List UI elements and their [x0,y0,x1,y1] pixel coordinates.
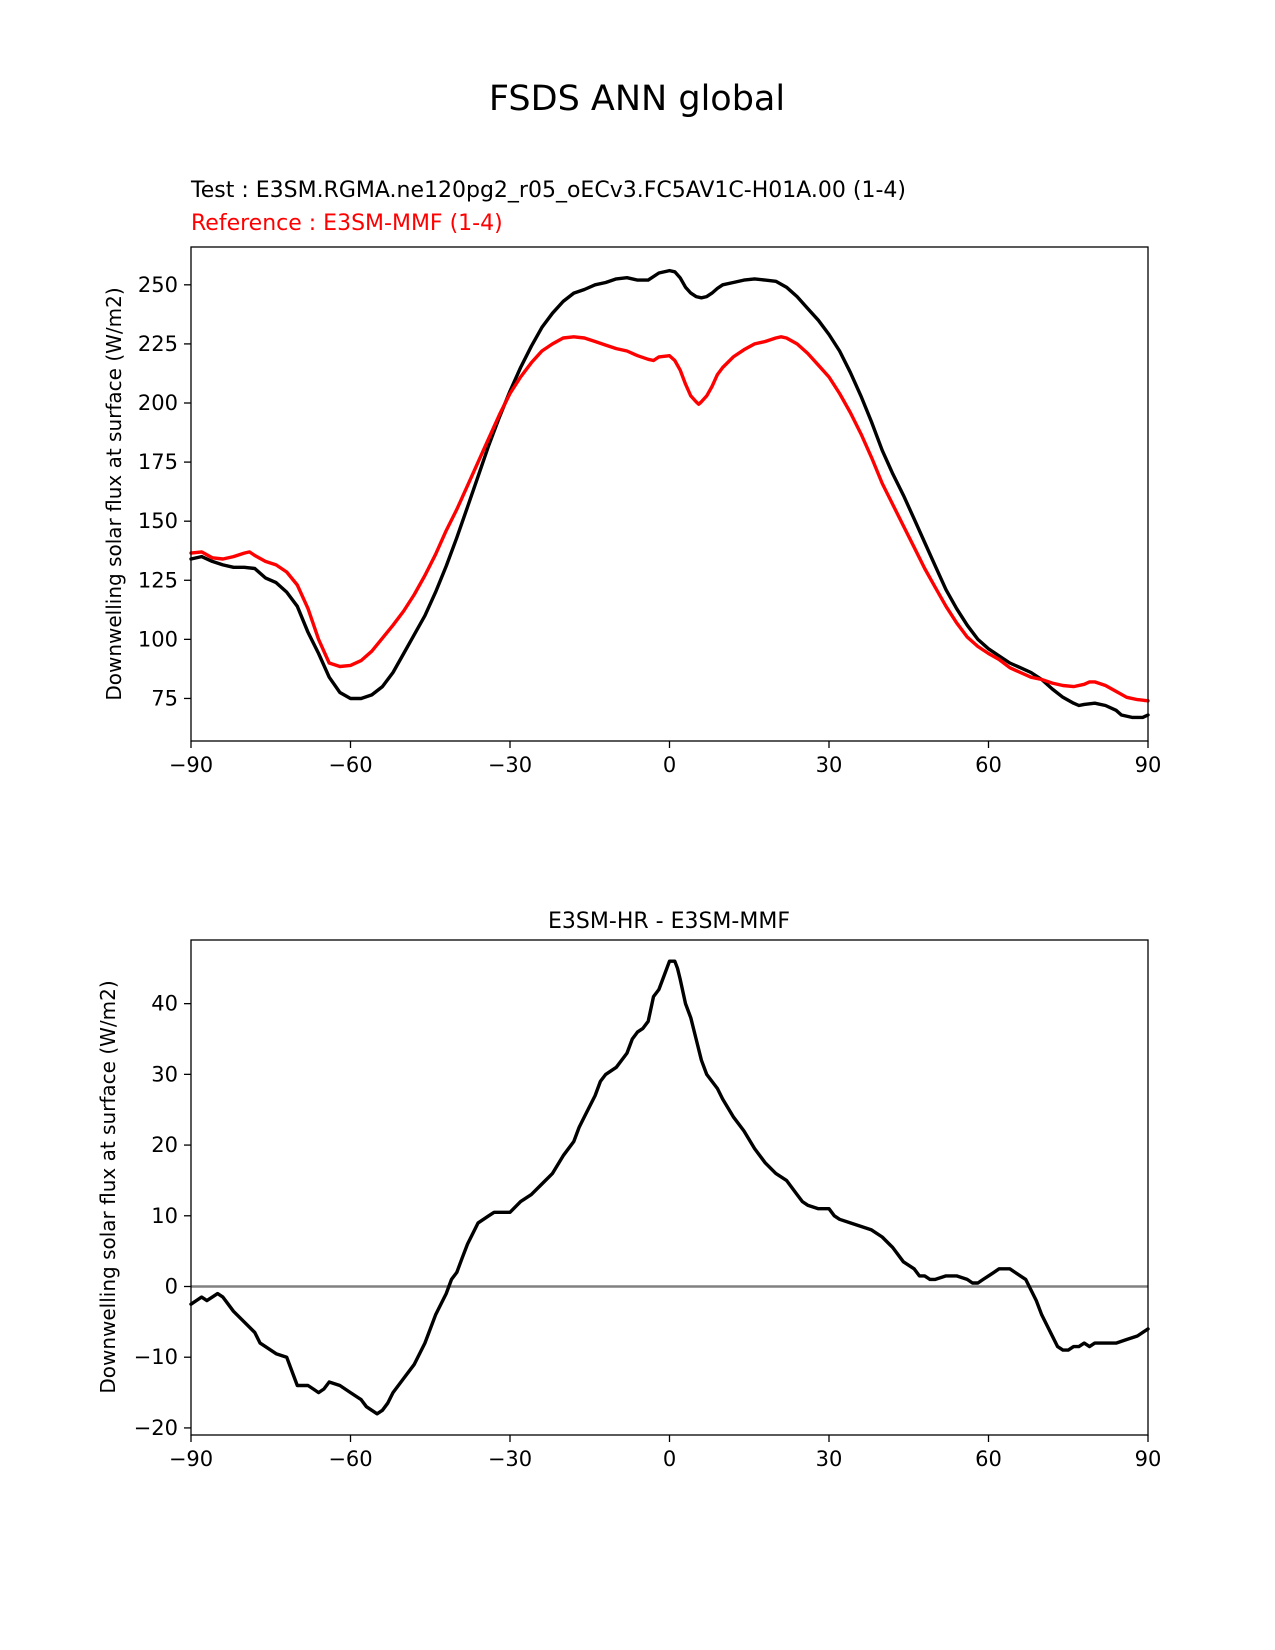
top-ytick-label: 125 [138,568,178,592]
test-label: Test : E3SM.RGMA.ne120pg2_r05_oECv3.FC5A… [190,178,906,203]
bottom-plot-frame [190,939,1149,1436]
difference-title: E3SM-HR - E3SM-MMF [548,909,790,934]
top-ytick-label: 175 [138,450,178,474]
bottom-ytick-label: 40 [151,992,178,1016]
bottom-lines [189,959,1150,1416]
top-ytick-label: 100 [138,627,178,651]
bottom-ytick-label: 10 [151,1204,178,1228]
top-xtick-label: −60 [328,753,372,777]
bottom-plot: E3SM-HR - E3SM-MMF Downwelling solar flu… [96,909,1161,1471]
bottom-ytick-label: 0 [165,1275,178,1299]
top-ytick-label: 150 [138,509,178,533]
top-ytick-label: 225 [138,332,178,356]
bottom-xtick-label: 90 [1135,1447,1162,1471]
bottom-xtick-label: 30 [816,1447,843,1471]
top-xtick-label: 60 [975,753,1002,777]
bottom-ytick-label: −20 [134,1416,178,1440]
top-ytick-label: 200 [138,391,178,415]
top-xtick-label: 30 [816,753,843,777]
top-xtick-label: 90 [1135,753,1162,777]
top-series-test-line [189,268,1150,720]
top-lines [189,268,1150,720]
top-y-axis-label: Downwelling solar flux at surface (W/m2) [102,287,126,700]
top-plot-frame [190,246,1149,742]
top-ytick-label: 250 [138,273,178,297]
bottom-ytick-label: −10 [134,1345,178,1369]
figure-title: FSDS ANN global [489,79,785,119]
reference-label: Reference : E3SM-MMF (1-4) [191,211,503,236]
top-ticks: −90 −60 −30 0 30 60 90 75 100 125 150 175 200 225 250 [138,273,1161,777]
bottom-xtick-label: −60 [328,1447,372,1471]
bottom-xtick-label: 0 [663,1447,676,1471]
bottom-y-axis-label: Downwelling solar flux at surface (W/m2) [96,980,120,1393]
top-xtick-label: −90 [169,753,213,777]
bottom-ytick-label: 30 [151,1062,178,1086]
bottom-series-difference-line [189,959,1150,1416]
top-plot: Test : E3SM.RGMA.ne120pg2_r05_oECv3.FC5A… [102,178,1161,777]
top-xtick-label: 0 [663,753,676,777]
bottom-xtick-label: 60 [975,1447,1002,1471]
bottom-xtick-label: −90 [169,1447,213,1471]
bottom-xtick-label: −30 [488,1447,532,1471]
bottom-ytick-label: 20 [151,1133,178,1157]
bottom-ticks: −90 −60 −30 0 30 60 90 −20 −10 0 10 20 30 40 [134,992,1162,1471]
top-series-reference-line [189,335,1150,703]
top-ytick-label: 75 [151,686,178,710]
top-xtick-label: −30 [488,753,532,777]
